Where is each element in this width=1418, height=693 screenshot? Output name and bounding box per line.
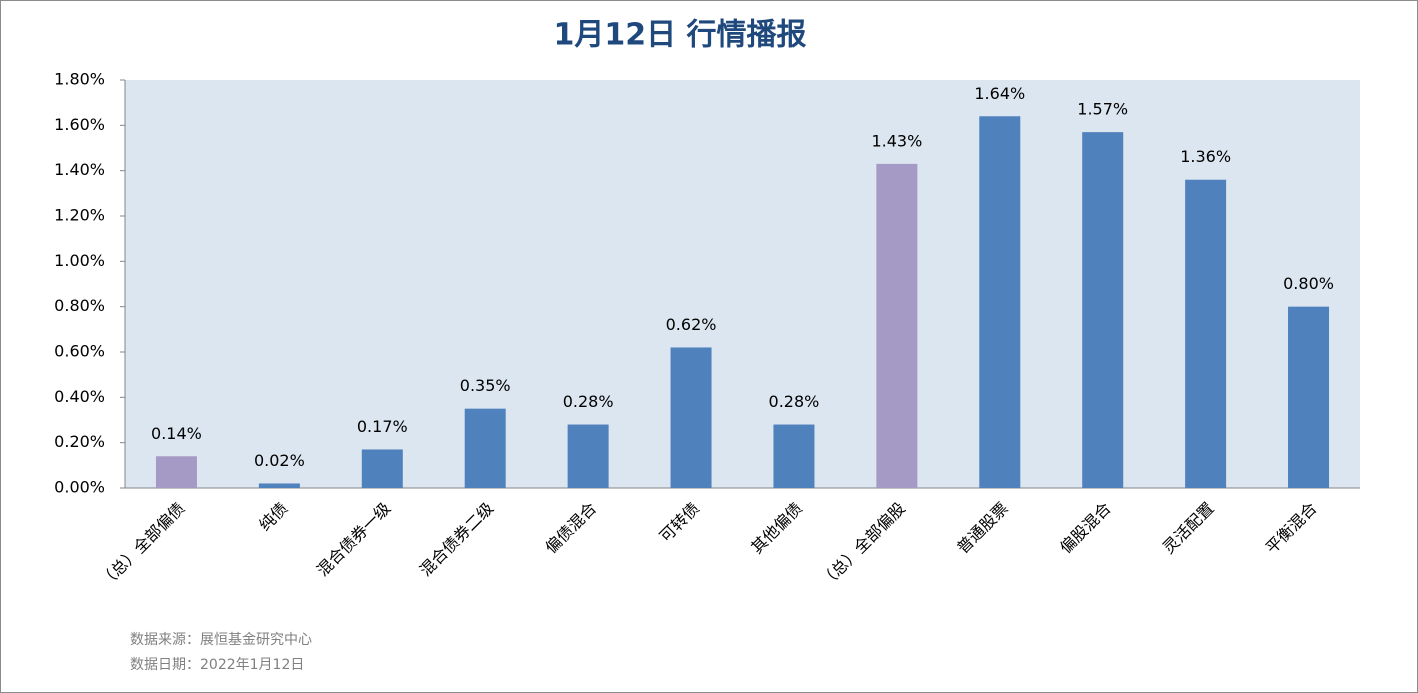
- bar: [773, 424, 815, 488]
- y-tick-label: 1.20%: [54, 206, 105, 225]
- y-tick-label: 1.40%: [54, 160, 105, 179]
- y-tick-label: 0.40%: [54, 387, 105, 406]
- data-label: 0.62%: [666, 315, 717, 334]
- data-label: 0.02%: [254, 451, 305, 470]
- data-label: 0.28%: [769, 392, 820, 411]
- chart-title: 1月12日 行情播报: [553, 18, 806, 53]
- bar: [567, 424, 609, 488]
- y-tick-label: 0.20%: [54, 432, 105, 451]
- bar: [670, 347, 712, 488]
- data-label: 0.17%: [357, 417, 408, 436]
- data-label: 1.43%: [871, 131, 922, 150]
- data-label: 1.64%: [974, 84, 1025, 103]
- bar: [979, 116, 1021, 489]
- bar: [155, 456, 197, 488]
- note: 数据来源：展恒基金研究中心: [130, 631, 312, 648]
- data-label: 1.57%: [1077, 100, 1128, 119]
- data-label: 1.36%: [1180, 147, 1231, 166]
- data-label: 0.14%: [151, 424, 202, 443]
- bar: [1082, 132, 1124, 488]
- bar: [258, 483, 300, 488]
- data-label: 0.28%: [563, 392, 614, 411]
- y-tick-label: 1.00%: [54, 251, 105, 270]
- bar: [1185, 179, 1227, 488]
- y-tick-label: 1.60%: [54, 115, 105, 134]
- bar: [361, 449, 403, 488]
- plot-area: [125, 80, 1360, 488]
- data-label: 0.80%: [1283, 274, 1334, 293]
- bar: [464, 408, 506, 488]
- y-tick-label: 0.80%: [54, 296, 105, 315]
- data-label: 0.35%: [460, 376, 511, 395]
- y-tick-label: 0.60%: [54, 342, 105, 361]
- bar: [876, 163, 918, 488]
- y-tick-label: 0.00%: [54, 478, 105, 497]
- note: 数据日期：2022年1月12日: [130, 657, 304, 673]
- bar: [1288, 306, 1330, 488]
- y-tick-label: 1.80%: [54, 70, 105, 89]
